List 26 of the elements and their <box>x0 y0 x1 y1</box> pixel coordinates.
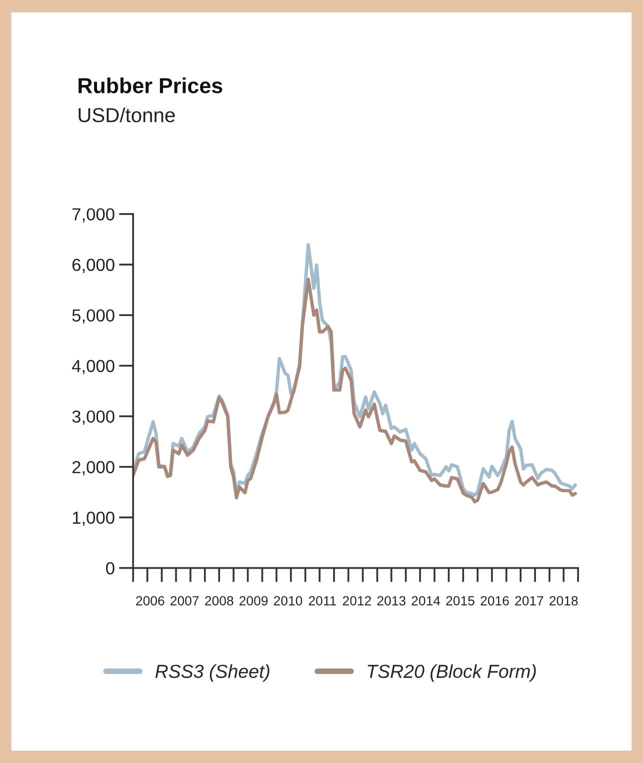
x-tick-label: 2008 <box>205 596 234 606</box>
chart-title: Rubber Prices <box>78 77 222 94</box>
x-tick-label: 2014 <box>412 596 440 606</box>
x-tick-label: 2013 <box>377 596 406 606</box>
y-tick-label: 6,000 <box>72 258 114 274</box>
y-tick-label: 1,000 <box>72 512 114 526</box>
legend-label: TSR20 (Block Form) <box>368 664 536 682</box>
x-tick-label: 2018 <box>550 596 578 606</box>
x-tick-label: 2016 <box>480 596 509 606</box>
x-tick-label: 2017 <box>515 596 544 606</box>
x-tick-label: 2015 <box>446 596 474 606</box>
y-tick-label: 5,000 <box>72 309 114 324</box>
y-tick-label: 2,000 <box>72 461 114 476</box>
x-tick-label: 2010 <box>274 596 302 606</box>
chart-subtitle: USD/tonne <box>78 107 175 122</box>
y-tick-label: 7,000 <box>72 208 114 223</box>
x-tick-label: 2007 <box>170 596 199 606</box>
y-tick-label: 3,000 <box>72 410 114 425</box>
x-tick-label: 2009 <box>240 596 268 606</box>
legend-label: RSS3 (Sheet) <box>155 664 270 682</box>
x-tick-label: 2011 <box>308 596 336 606</box>
x-tick-label: 2006 <box>136 596 164 606</box>
x-tick-label: 2012 <box>342 596 371 606</box>
y-tick-label: 4,000 <box>72 360 114 374</box>
y-tick-label: 0 <box>106 562 114 574</box>
line-series <box>133 278 577 504</box>
